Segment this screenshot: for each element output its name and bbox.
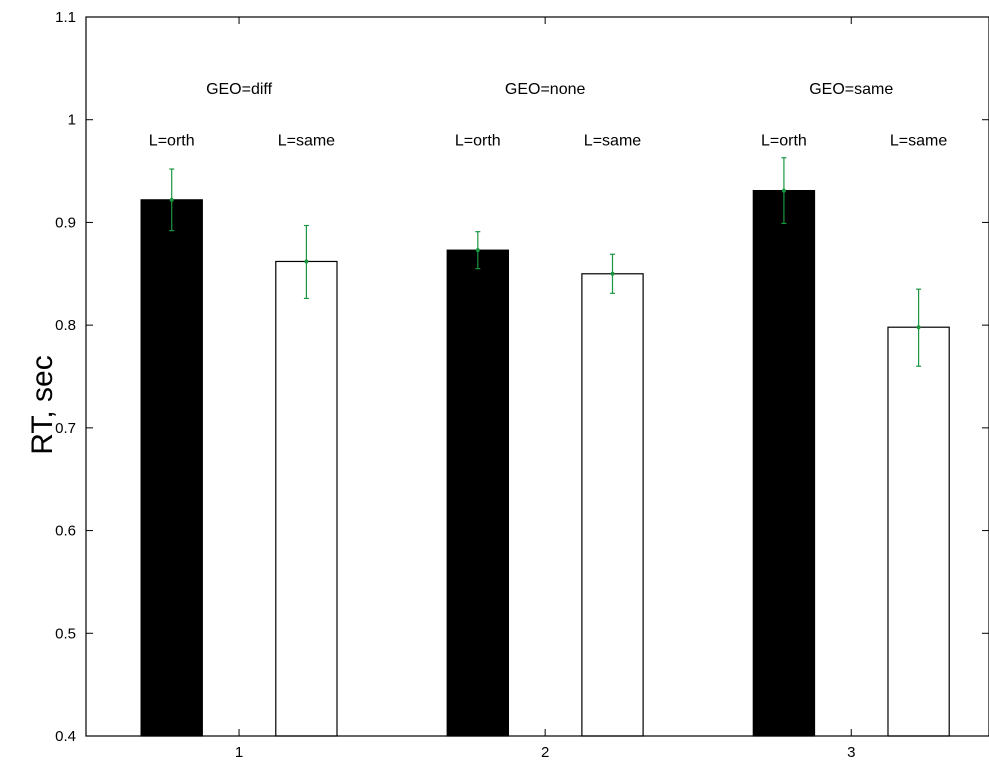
mean-point: [916, 325, 921, 330]
y-tick-label: 0.9: [55, 214, 76, 231]
bar-label: L=same: [584, 132, 641, 149]
bar-3-2: [887, 326, 950, 737]
group-label: GEO=none: [505, 81, 586, 98]
y-tick-label: 1: [68, 112, 76, 129]
y-tick-label: 1.1: [55, 9, 76, 26]
bar-2-1: [446, 249, 510, 737]
x-tick-label: 1: [235, 744, 243, 761]
y-tick-label: 0.4: [55, 728, 76, 745]
bar-label: L=orth: [761, 132, 807, 149]
plot-frame: [85, 16, 989, 737]
y-tick-label: 0.5: [55, 625, 76, 642]
y-tick-label: 0.7: [55, 420, 76, 437]
y-tick-label: 0.8: [55, 317, 76, 334]
mean-point: [781, 188, 786, 193]
bar-label: L=same: [278, 132, 335, 149]
x-tick-label: 2: [541, 744, 549, 761]
y-tick-label: 0.6: [55, 523, 76, 540]
bar-1-2: [275, 260, 338, 737]
bar-1-1: [140, 199, 203, 737]
mean-point: [304, 259, 309, 264]
mean-point: [610, 271, 615, 276]
bar-label: L=orth: [455, 132, 501, 149]
x-tick-label: 3: [847, 744, 855, 761]
group-label: GEO=diff: [206, 81, 273, 98]
bar-3-1: [752, 189, 816, 737]
bar-2-2: [581, 273, 644, 737]
bar-label: L=same: [890, 132, 947, 149]
mean-point: [169, 197, 174, 202]
bar-label: L=orth: [149, 132, 195, 149]
y-axis-label: RT, sec: [26, 355, 59, 454]
mean-point: [475, 248, 480, 253]
group-label: GEO=same: [809, 81, 893, 98]
